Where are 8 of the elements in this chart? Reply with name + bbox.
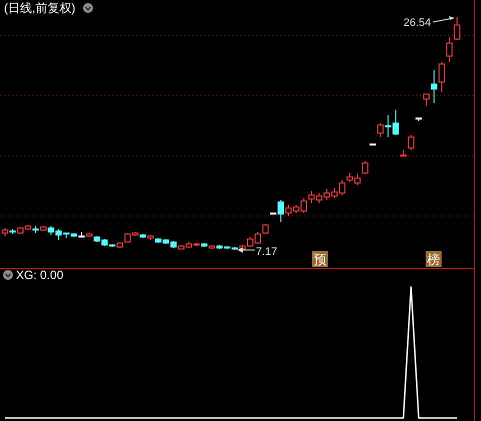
chart-title: XG: 0.00: [16, 268, 64, 282]
text: 预: [313, 252, 326, 267]
text: 榜: [427, 252, 440, 267]
candlestick: [446, 36, 453, 63]
candlestick: [430, 70, 438, 104]
chart-title: (日线,前复权): [4, 1, 76, 15]
annotation: 26.54: [403, 17, 432, 29]
annotation: 7.17: [256, 246, 278, 258]
